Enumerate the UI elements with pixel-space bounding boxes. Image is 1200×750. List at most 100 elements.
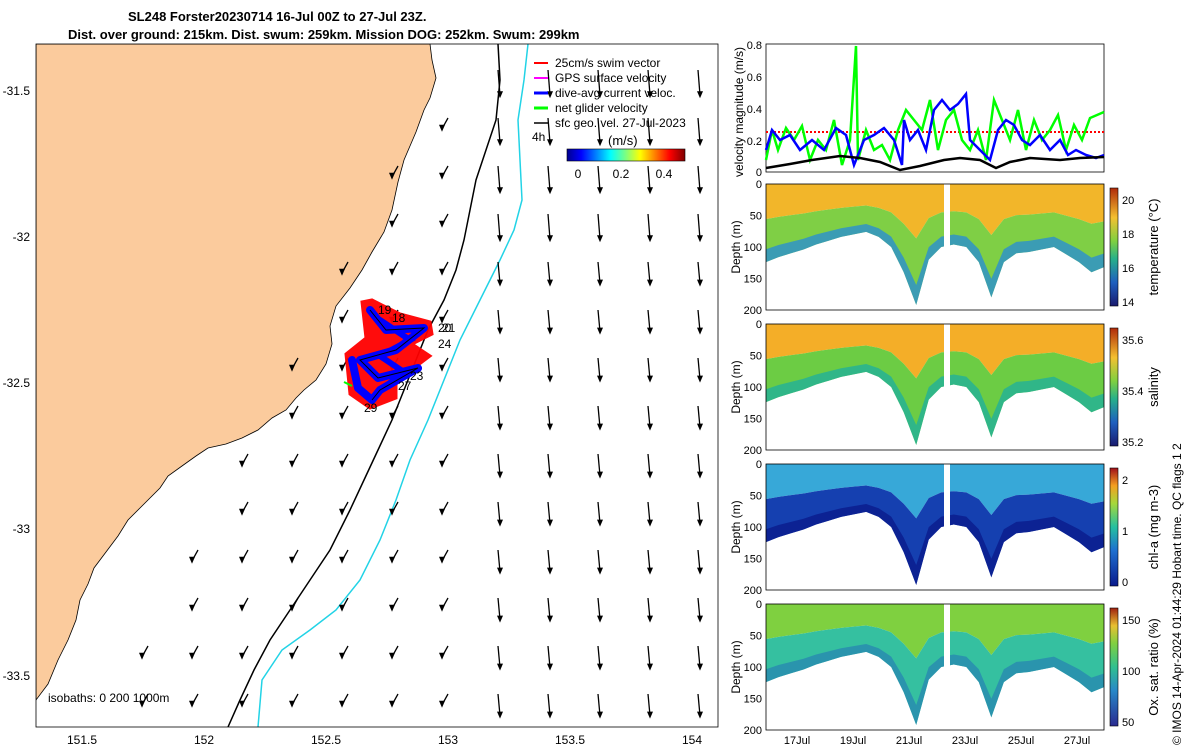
velocity-arrow-head	[697, 711, 703, 719]
velocity-arrow	[597, 165, 601, 192]
velocity-arrow-head	[647, 519, 653, 527]
velocity-arrow-head	[697, 471, 703, 479]
velocity-arrow-head	[497, 279, 503, 287]
colorbar-tick: 35.4	[1122, 386, 1143, 398]
velocity-arrow-head	[547, 187, 553, 195]
time-tick: 25Jul	[1008, 735, 1034, 747]
lat-tick: -31.5	[3, 84, 31, 98]
oxygen-colorbar	[1109, 607, 1119, 727]
velocity-arrow-head	[547, 711, 553, 719]
velocity-arrow-head	[289, 652, 295, 660]
colorbar-tick: 14	[1122, 297, 1134, 309]
velocity-arrow-head	[597, 235, 603, 243]
velocity-arrow-head	[497, 187, 503, 195]
velocity-arrow-head	[697, 615, 703, 623]
depth-tick: 200	[744, 585, 762, 597]
velocity-arrow-head	[339, 412, 345, 420]
velocity-arrow	[597, 117, 601, 144]
land-area	[36, 44, 437, 701]
velocity-arrow-head	[439, 556, 445, 564]
velocity-arrow-head	[597, 375, 603, 383]
velocity-arrow-head	[697, 423, 703, 431]
velocity-arrow	[497, 69, 501, 96]
time-tick: 21Jul	[896, 735, 922, 747]
velocity-arrow-head	[547, 375, 553, 383]
colorbar-tick: 16	[1122, 263, 1134, 275]
velocity-arrow-head	[339, 508, 345, 516]
velocity-arrow-head	[389, 604, 395, 612]
velocity-arrow-head	[697, 235, 703, 243]
velocity-arrow-head	[647, 327, 653, 335]
depth-tick: 50	[750, 211, 762, 223]
chla-section: 0 50 100 150 200 Depth (m) 2 1 0 chl-a (mg m-3)	[729, 459, 1161, 597]
velocity-arrow-head	[439, 460, 445, 468]
legend-label: net glider velocity	[555, 101, 648, 115]
velocity-ytick: 0.4	[747, 104, 762, 116]
velocity-arrow-head	[597, 91, 603, 99]
time-tick: 19Jul	[840, 735, 866, 747]
day-label: 20	[438, 321, 452, 335]
velocity-arrow-head	[647, 375, 653, 383]
velocity-arrow-head	[497, 91, 503, 99]
chla-depth-label: Depth (m)	[729, 500, 743, 553]
day-label: 27	[398, 379, 412, 393]
velocity-arrow-head	[547, 663, 553, 671]
velocity-arrow	[547, 69, 551, 96]
velocity-arrow-head	[439, 316, 445, 324]
map-legend: 25cm/s swim vector GPS surface velocity …	[532, 56, 686, 181]
velocity-arrow-head	[497, 139, 503, 147]
velocity-arrow-head	[647, 423, 653, 431]
velocity-arrow-head	[597, 139, 603, 147]
velocity-arrow-head	[339, 604, 345, 612]
day-label: 23	[410, 369, 424, 383]
velocity-arrow-head	[239, 460, 245, 468]
velocity-arrow	[647, 165, 651, 192]
legend-label: sfc geo. vel. 27-Jul-2023	[555, 116, 686, 130]
velocity-panel: 0.8 0.6 0.4 0.2 0 velocity magnitude (m/…	[732, 40, 1105, 179]
velocity-arrow-head	[647, 235, 653, 243]
chla-colorbar-label: chl-a (mg m-3)	[1146, 485, 1161, 570]
colorbar-tick: 20	[1122, 195, 1134, 207]
day-label: 24	[438, 337, 452, 351]
velocity-arrow-head	[547, 327, 553, 335]
velocity-arrow	[497, 213, 501, 240]
lat-tick: -33.5	[3, 669, 31, 683]
velocity-arrow-head	[597, 279, 603, 287]
velocity-arrow-head	[189, 556, 195, 564]
lat-tick: -33	[13, 522, 31, 536]
legend-label: GPS surface velocity	[555, 71, 666, 85]
velocity-arrow-head	[289, 508, 295, 516]
salinity-colorbar	[1109, 327, 1119, 447]
salinity-depth-label: Depth (m)	[729, 360, 743, 413]
depth-tick: 50	[750, 631, 762, 643]
depth-tick: 150	[744, 274, 762, 286]
salinity-colorbar-label: salinity	[1146, 367, 1161, 407]
velocity-arrow-head	[239, 652, 245, 660]
velocity-arrow-head	[647, 663, 653, 671]
velocity-arrow-head	[189, 652, 195, 660]
velocity-arrow-head	[239, 604, 245, 612]
isobath-1000m	[257, 44, 529, 727]
velocity-arrow-head	[289, 556, 295, 564]
velocity-arrow-head	[189, 700, 195, 708]
depth-tick: 0	[756, 319, 762, 331]
velocity-arrow-head	[389, 700, 395, 708]
lon-tick: 151.5	[67, 733, 97, 747]
velocity-arrow-head	[497, 711, 503, 719]
velocity-arrow-head	[289, 364, 295, 372]
time-tick: 27Jul	[1064, 735, 1090, 747]
velocity-arrow-head	[439, 508, 445, 516]
hour-label: 4h	[532, 130, 545, 144]
depth-tick: 0	[756, 179, 762, 191]
lat-tick: -32	[13, 230, 31, 244]
velocity-arrow-head	[189, 604, 195, 612]
velocity-arrow-head	[597, 663, 603, 671]
velocity-arrow-head	[439, 604, 445, 612]
velocity-arrow-head	[389, 652, 395, 660]
velocity-arrow-head	[439, 412, 445, 420]
colorbar-tick: 0.4	[656, 167, 673, 181]
map-title-line1: SL248 Forster20230714 16-Jul 00Z to 27-J…	[128, 9, 427, 24]
velocity-arrow	[647, 69, 651, 96]
